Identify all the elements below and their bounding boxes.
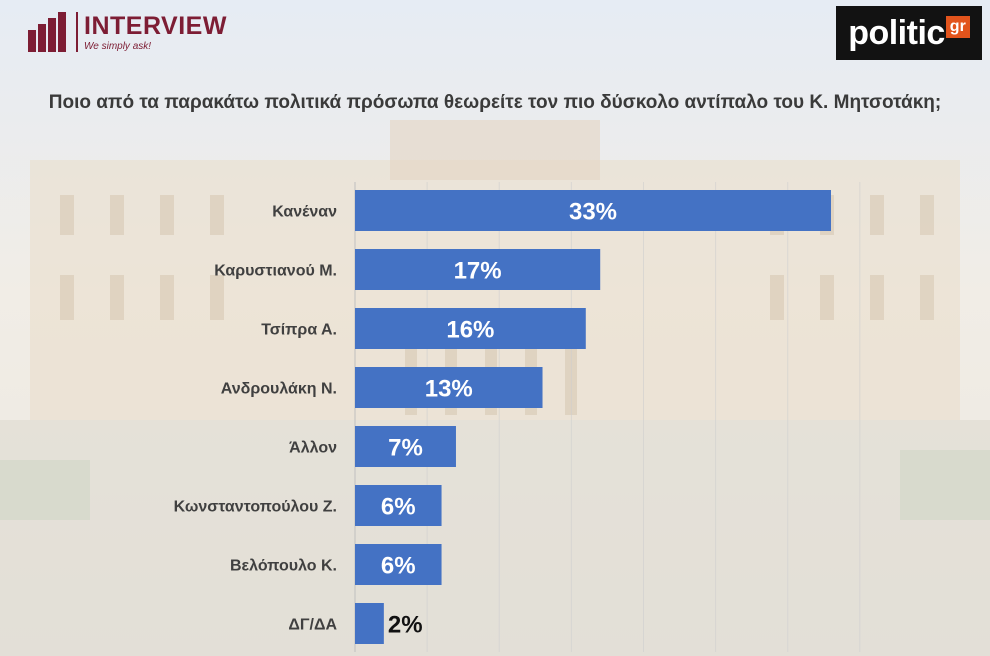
data-label: 6% <box>381 494 416 521</box>
data-label: 33% <box>569 199 617 226</box>
chart-title: Ποιο από τα παρακάτω πολιτικά πρόσωπα θε… <box>48 92 942 113</box>
category-label: Βελόπουλο Κ. <box>230 558 337 575</box>
data-label: 16% <box>446 317 494 344</box>
category-label: Ανδρουλάκη Ν. <box>221 381 337 398</box>
logo-divider <box>76 12 78 52</box>
data-label: 17% <box>454 258 502 285</box>
data-label: 7% <box>388 435 423 462</box>
category-label: ΔΓ/ΔΑ <box>288 617 337 634</box>
category-label: Άλλον <box>289 440 337 457</box>
politic-logo-text: politic <box>848 13 945 52</box>
data-label: 2% <box>388 612 423 639</box>
bar <box>355 190 831 231</box>
politic-logo: politic gr <box>836 6 982 60</box>
category-label: Κωνσταντοπούλου Ζ. <box>174 499 337 516</box>
category-label: Καρυστιανού Μ. <box>214 263 337 280</box>
logo-title: INTERVIEW <box>84 11 227 40</box>
bar <box>355 249 601 290</box>
data-label: 6% <box>381 553 416 580</box>
bar <box>355 485 442 526</box>
logo-bars-icon <box>28 12 68 52</box>
bar <box>355 308 586 349</box>
bar <box>355 544 442 585</box>
category-label: Τσίπρα Α. <box>261 322 337 339</box>
interview-logo: INTERVIEW We simply ask! <box>28 12 227 52</box>
bar <box>355 367 543 408</box>
logo-tagline: We simply ask! <box>84 40 152 52</box>
data-label: 13% <box>425 376 473 403</box>
politic-logo-suffix: gr <box>945 16 970 38</box>
bar <box>355 603 384 644</box>
bar <box>355 426 456 467</box>
category-label: Κανέναν <box>272 204 337 221</box>
